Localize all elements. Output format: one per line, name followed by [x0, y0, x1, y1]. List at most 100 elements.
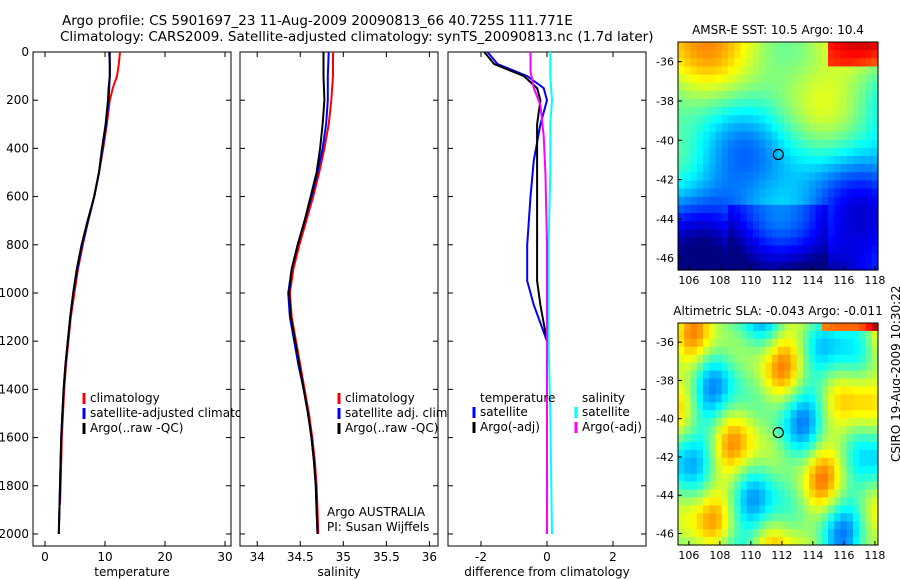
map-cell [784, 370, 792, 380]
map-cell [871, 42, 879, 51]
map-cell [765, 188, 773, 198]
map-cell [678, 434, 685, 443]
map-cell [815, 237, 823, 247]
map-cell [684, 82, 692, 92]
map-cell [740, 362, 748, 372]
map-cell [696, 50, 704, 59]
map-cell [859, 537, 867, 546]
map-cell [784, 66, 792, 76]
map-cell [796, 196, 804, 206]
map-cell [803, 156, 810, 165]
map-cell [846, 58, 854, 68]
map-cell [728, 402, 735, 411]
map-cell [778, 370, 785, 380]
map-cell [753, 90, 760, 100]
map-cell [740, 521, 748, 530]
map-cell [690, 529, 698, 538]
map-cell [740, 156, 748, 165]
map-cell [709, 489, 717, 499]
map-cell [759, 253, 767, 263]
map-cell [703, 172, 710, 182]
map-cell [840, 465, 848, 475]
map-cell [859, 172, 867, 182]
series-line-temperature-satellite [486, 51, 549, 534]
map-cell [771, 426, 779, 435]
map-cell [753, 529, 760, 538]
map-cell [859, 204, 867, 214]
map-cell [796, 378, 804, 388]
map-cell [859, 441, 867, 451]
map-cell [840, 521, 848, 530]
map-cell [846, 172, 854, 182]
map-cell [703, 204, 710, 214]
map-cell [678, 497, 685, 506]
map-cell [684, 346, 692, 356]
map-cell [809, 505, 817, 514]
map-cell [840, 497, 848, 506]
map-cell [828, 180, 835, 190]
map-cell [753, 123, 760, 133]
map-cell [778, 107, 785, 116]
map-cell [746, 410, 754, 419]
map-cell [684, 362, 692, 372]
map-cell [690, 330, 698, 340]
map-cell [865, 370, 873, 380]
map-cell [753, 164, 760, 173]
legend-label: satellite adj. clim. [345, 406, 451, 420]
map-cell [684, 196, 692, 206]
map-cell [871, 229, 879, 239]
map-cell [778, 418, 785, 427]
map-cell [721, 139, 729, 149]
map-cell [696, 172, 704, 182]
map-cell [821, 90, 829, 100]
map-cell [696, 354, 704, 364]
map-cell [828, 261, 835, 271]
map-cell [740, 441, 748, 451]
map-cell [728, 82, 735, 92]
map-cell [734, 330, 742, 340]
map-cell [696, 338, 704, 348]
map-cell [865, 410, 873, 419]
map-cell [778, 50, 785, 59]
map-cell [796, 172, 804, 182]
map-cell [684, 204, 692, 214]
map-cell [734, 74, 742, 84]
map-cell [746, 457, 754, 467]
map-cell [709, 323, 717, 332]
map-cell [715, 529, 723, 538]
map-cell [753, 481, 760, 491]
map-cell [784, 537, 792, 546]
map-cell [721, 370, 729, 380]
map-cell [715, 123, 723, 133]
map-cell [784, 261, 792, 271]
map-cell [790, 74, 798, 84]
map-cell [753, 99, 760, 108]
map-cell [734, 449, 742, 459]
map-cell [690, 99, 698, 108]
map-cell [840, 418, 848, 427]
map-cell [809, 465, 817, 475]
map-cell [740, 513, 748, 522]
map-cell [809, 172, 817, 182]
map-cell [765, 164, 773, 173]
map-cell [753, 253, 760, 263]
map-cell [821, 213, 829, 222]
map-cell [815, 245, 823, 255]
map-cell [771, 497, 779, 506]
map-cell [834, 465, 842, 475]
map-cell [846, 90, 854, 100]
map-cell [815, 213, 823, 222]
map-cell [715, 245, 723, 255]
map-cell [803, 457, 810, 467]
map-cell [828, 131, 835, 141]
map-cell [734, 457, 742, 467]
map-cell [784, 253, 792, 263]
map-cell [690, 481, 698, 491]
map-cell [759, 107, 767, 116]
map-cell [690, 50, 698, 59]
map-cell [871, 473, 879, 483]
map-cell [803, 253, 810, 263]
map-cell [703, 497, 710, 506]
map-cell [721, 481, 729, 491]
map-cell [709, 180, 717, 190]
